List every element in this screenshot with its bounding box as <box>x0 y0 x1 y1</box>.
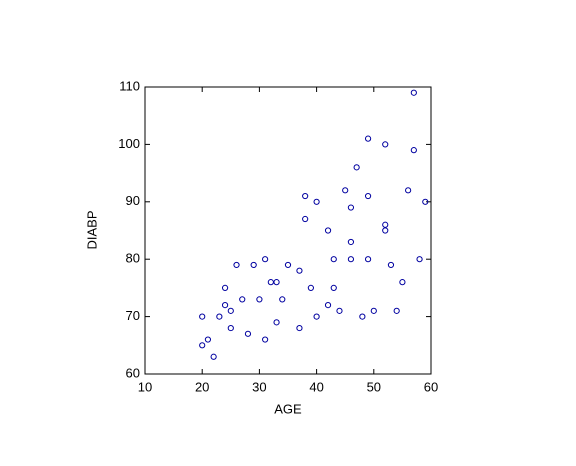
point <box>199 313 206 320</box>
point <box>221 302 229 309</box>
point <box>296 267 303 274</box>
point <box>387 261 395 269</box>
point <box>347 256 355 263</box>
point <box>210 353 217 360</box>
point <box>284 261 292 269</box>
point <box>382 221 389 228</box>
point <box>370 307 377 314</box>
point <box>244 330 252 337</box>
point <box>416 256 423 263</box>
point <box>273 279 280 286</box>
x-tick-label: 40 <box>309 379 323 394</box>
x-tick-label: 30 <box>252 379 266 394</box>
point <box>359 313 366 320</box>
point <box>267 279 274 286</box>
x-tick-label: 10 <box>138 379 152 394</box>
point <box>364 256 372 263</box>
x-tick-label: 60 <box>424 379 438 394</box>
point <box>262 336 269 343</box>
point <box>199 342 206 349</box>
point <box>330 284 337 291</box>
point <box>410 89 417 96</box>
x-tick-label: 50 <box>367 379 381 394</box>
point <box>302 215 309 223</box>
point <box>221 284 229 291</box>
point <box>422 198 429 205</box>
y-axis-label: DIABP <box>84 210 99 249</box>
point <box>324 302 332 309</box>
x-tick-label: 20 <box>195 379 209 394</box>
point <box>313 313 320 320</box>
point <box>273 319 280 326</box>
point <box>307 284 314 291</box>
point <box>296 324 303 332</box>
point <box>364 192 372 200</box>
point <box>227 324 234 332</box>
point <box>353 164 360 171</box>
point <box>204 336 212 343</box>
point <box>410 147 417 154</box>
point <box>279 296 286 303</box>
point <box>342 187 349 194</box>
point <box>216 313 223 320</box>
point <box>336 307 343 314</box>
y-tick-label: 110 <box>119 78 140 93</box>
x-axis-label: AGE <box>274 401 302 416</box>
y-tick-label: 100 <box>118 136 140 151</box>
y-tick-label: 70 <box>126 308 140 323</box>
point <box>250 261 257 269</box>
point <box>382 141 389 148</box>
point <box>347 204 355 211</box>
y-tick-label: 90 <box>126 193 140 208</box>
point <box>239 296 246 303</box>
point <box>302 192 309 200</box>
point <box>313 198 320 205</box>
point <box>347 238 355 246</box>
point <box>399 279 406 286</box>
point <box>330 256 337 263</box>
point <box>393 307 400 314</box>
point <box>233 261 240 269</box>
point <box>227 307 234 314</box>
point <box>382 227 389 234</box>
y-tick-label: 60 <box>126 365 140 380</box>
point <box>324 227 332 234</box>
point <box>262 256 269 263</box>
plot-frame <box>144 86 432 375</box>
y-tick-label: 80 <box>126 251 140 266</box>
point <box>364 135 372 142</box>
point <box>256 296 263 303</box>
point <box>405 187 412 194</box>
